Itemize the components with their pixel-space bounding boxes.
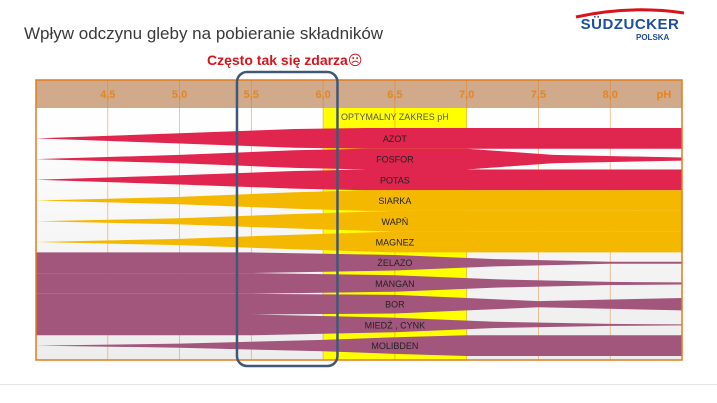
series-label: MANGAN xyxy=(375,279,415,289)
series-band-2 xyxy=(36,169,682,191)
series-label: SIARKA xyxy=(378,196,411,206)
series-band-6 xyxy=(36,252,682,274)
series-band-5 xyxy=(36,231,682,253)
tick-label: 7,5 xyxy=(531,89,546,101)
chart-subtitle: Często tak się zdarza☹ xyxy=(207,52,363,68)
tick-label: 4,5 xyxy=(100,89,115,101)
series-band-1 xyxy=(36,148,682,170)
series-band-7 xyxy=(36,273,682,294)
series-label: BOR xyxy=(385,300,405,310)
series-band-0 xyxy=(36,128,682,149)
tick-label: 5,5 xyxy=(244,89,259,101)
series-band-10 xyxy=(36,335,682,356)
series-band-4 xyxy=(36,210,682,232)
optimal-range-label: OPTYMALNY ZAKRES pH xyxy=(341,112,449,122)
series-label: MAGNEZ xyxy=(376,238,415,248)
series-band-9 xyxy=(36,314,682,336)
series-label: POTAS xyxy=(380,175,410,185)
axis-header-band xyxy=(36,80,682,108)
logo-swoosh-icon xyxy=(575,8,685,19)
series-label: MIEDŹ , CYNK xyxy=(365,320,426,330)
tick-label: 6,5 xyxy=(387,89,402,101)
slide-title: Wpływ odczynu gleby na pobieranie składn… xyxy=(24,24,384,43)
logo-sub-text: POLSKA xyxy=(636,33,670,42)
series-label: ŻELAZO xyxy=(377,258,412,268)
series-label: MOLIBDEN xyxy=(371,341,418,351)
axis-label-ph: pH xyxy=(657,89,672,101)
tick-label: 6,0 xyxy=(315,89,330,101)
series-band-8 xyxy=(36,293,682,315)
sudzucker-logo: SÜDZUCKER POLSKA xyxy=(560,8,700,54)
series-label: AZOT xyxy=(383,134,408,144)
tick-label: 8,0 xyxy=(603,89,618,101)
series-label: FOSFOR xyxy=(376,155,414,165)
series-band-3 xyxy=(36,190,682,211)
highlight-box xyxy=(235,70,339,368)
tick-label: 5,0 xyxy=(172,89,187,101)
chart-frame xyxy=(35,79,683,361)
footer-divider xyxy=(0,384,717,385)
series-label: WAPŃ xyxy=(382,217,409,227)
logo-main-text: SÜDZUCKER xyxy=(580,16,680,33)
tick-label: 7,0 xyxy=(459,89,474,101)
